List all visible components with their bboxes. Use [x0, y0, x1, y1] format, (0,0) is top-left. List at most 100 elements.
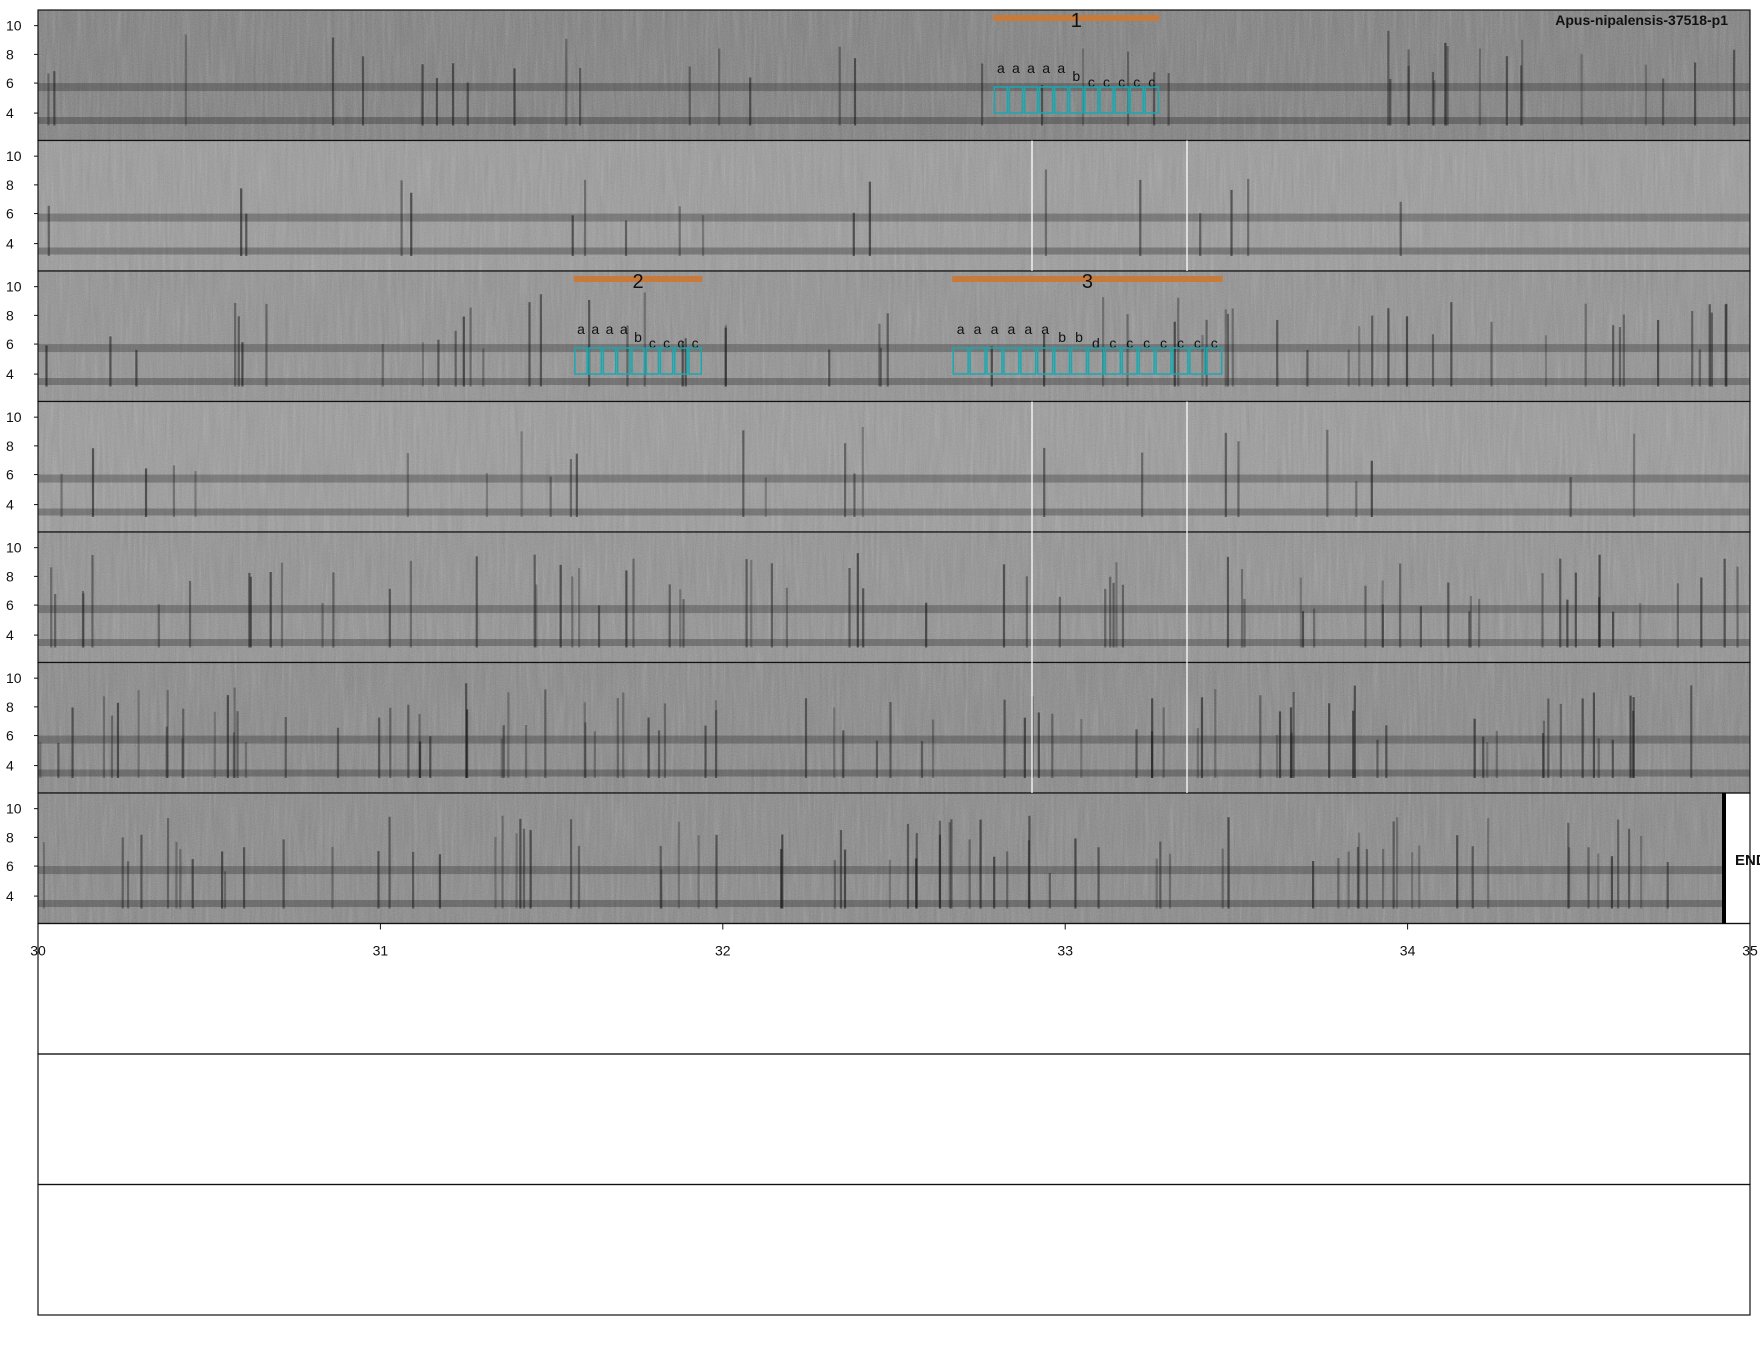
harmonic-band-base [38, 508, 1750, 516]
call-stroke [848, 568, 851, 648]
call-stroke [764, 477, 767, 517]
y-tick-label: 6 [6, 858, 14, 874]
y-tick-label: 4 [6, 105, 14, 121]
call-stroke [948, 822, 951, 909]
syllable-label: c [1143, 335, 1150, 351]
call-stroke [234, 302, 237, 387]
call-stroke [577, 568, 581, 648]
call-stroke [188, 581, 192, 648]
harmonic-band-base [38, 900, 1722, 908]
call-stroke [938, 820, 941, 909]
call-stroke [833, 707, 836, 778]
call-stroke [1725, 303, 1728, 387]
call-stroke [1135, 729, 1138, 778]
y-tick-label: 8 [6, 46, 14, 62]
call-stroke [968, 839, 971, 909]
call-stroke [57, 742, 60, 778]
call-stroke [1387, 308, 1390, 387]
harmonic-band-low [38, 605, 1750, 614]
end-marker-label: END [1735, 852, 1760, 869]
call-stroke [724, 327, 727, 387]
call-stroke [1708, 304, 1711, 387]
syllable-label: c [677, 335, 684, 351]
call-stroke [389, 707, 392, 778]
call-stroke [1433, 80, 1436, 126]
syllable-box [1036, 347, 1054, 375]
call-stroke [844, 443, 847, 517]
call-stroke [42, 842, 46, 909]
call-stroke [1040, 84, 1044, 126]
call-stroke [878, 323, 881, 387]
call-stroke [475, 556, 478, 648]
call-stroke [1447, 582, 1450, 648]
call-stroke [704, 725, 707, 778]
call-stroke [1520, 65, 1523, 126]
call-stroke [1028, 815, 1031, 909]
call-stroke [82, 593, 85, 648]
call-stroke [1700, 577, 1703, 648]
call-stroke [179, 849, 182, 909]
call-stroke [781, 834, 784, 909]
call-stroke [1710, 312, 1713, 387]
call-stroke [584, 722, 587, 778]
call-stroke [421, 342, 424, 387]
syllable-box [673, 347, 688, 375]
call-stroke [1611, 611, 1615, 648]
y-tick-label: 10 [6, 18, 22, 34]
call-stroke [1048, 872, 1051, 909]
syllable-label: c [1109, 335, 1116, 351]
call-stroke [906, 823, 910, 909]
row-frame [37, 922, 1751, 1055]
syllable-box [1121, 347, 1138, 375]
syllable-box [1172, 347, 1189, 375]
syllable-box [1084, 86, 1099, 114]
call-stroke [237, 316, 240, 387]
call-stroke [677, 821, 680, 909]
call-stroke [1097, 847, 1100, 909]
call-stroke [588, 300, 591, 387]
call-stroke [1520, 39, 1524, 126]
call-stroke [45, 345, 48, 387]
call-stroke [1592, 692, 1596, 778]
y-tick-label: 4 [6, 888, 14, 904]
call-stroke [632, 558, 635, 648]
call-stroke [240, 188, 243, 256]
call-stroke [377, 851, 380, 909]
call-stroke [804, 698, 808, 778]
call-stroke [1226, 556, 1230, 648]
call-stroke [1690, 685, 1693, 778]
call-stroke [565, 38, 568, 126]
call-stroke [1177, 297, 1180, 387]
call-stroke [868, 181, 871, 256]
syllable-box [1020, 347, 1037, 375]
call-stroke [1002, 564, 1006, 648]
call-stroke [1365, 849, 1369, 909]
call-stroke [245, 213, 248, 256]
call-stroke [622, 692, 625, 778]
call-stroke [194, 471, 197, 517]
call-stroke [166, 818, 170, 909]
call-stroke [697, 835, 700, 909]
call-stroke [1150, 731, 1154, 778]
call-stroke [1037, 712, 1040, 778]
call-stroke [1396, 817, 1399, 909]
call-stroke [1364, 585, 1367, 648]
call-stroke [284, 716, 287, 778]
call-stroke [157, 604, 160, 648]
call-stroke [1431, 334, 1435, 387]
call-stroke [39, 742, 42, 778]
call-stroke [1221, 848, 1224, 909]
syllable-box [1144, 86, 1160, 114]
call-stroke [54, 594, 57, 648]
call-stroke [715, 834, 718, 909]
call-stroke [544, 689, 547, 778]
syllable-label: a [957, 321, 965, 337]
call-stroke [1306, 349, 1309, 387]
call-stroke [1352, 710, 1355, 778]
syllable-label: c [1118, 74, 1125, 90]
call-stroke [915, 858, 918, 909]
call-stroke [715, 710, 718, 778]
call-stroke [745, 559, 748, 648]
harmonic-band-low [38, 866, 1722, 875]
call-stroke [181, 738, 184, 778]
